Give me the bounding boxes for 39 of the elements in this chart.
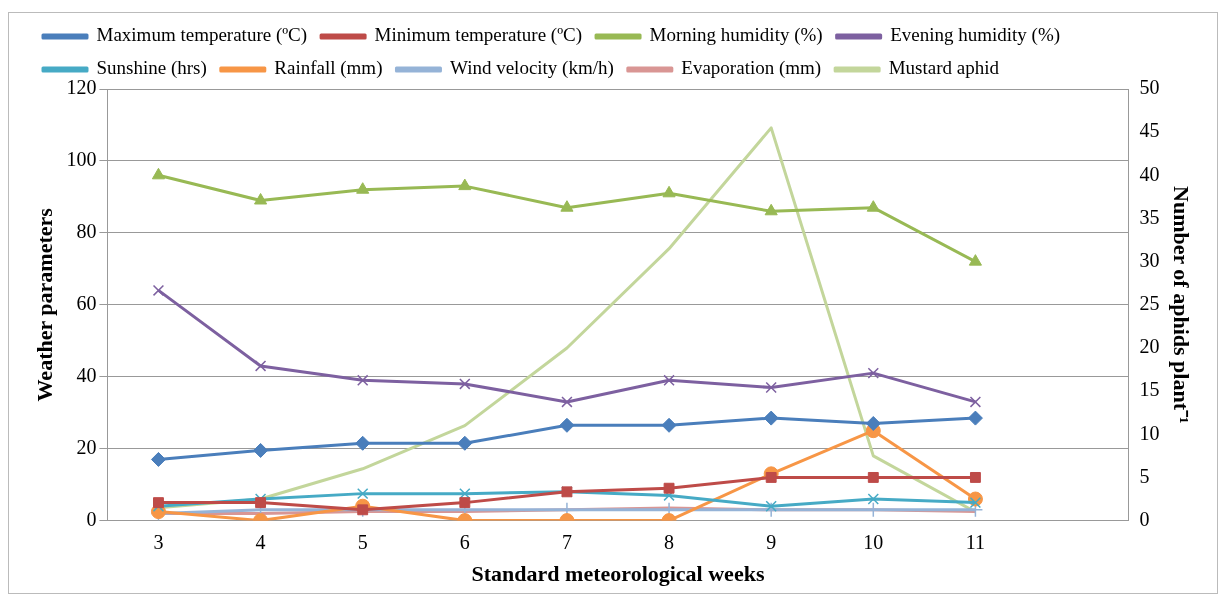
y-tick-label: 100 [66,148,97,171]
y2-tick-label: 40 [1139,162,1160,185]
y2-tick-label: 20 [1139,335,1160,358]
x-axis-title: Standard meteorological weeks [471,561,765,587]
y2-tick-label: 10 [1139,421,1160,444]
y2-tick-label: 0 [1139,507,1150,530]
y-axis-title: Weather parameters [31,207,57,402]
x-tick-label: 5 [357,530,368,553]
legend-label: Maximum temperature (ºC) [96,24,308,47]
legend-label: Wind velocity (km/h) [449,57,614,80]
y-tick-label: 80 [76,220,97,243]
legend-label: Evaporation (mm) [681,57,822,80]
y2-tick-label: 30 [1139,248,1160,271]
y2-tick-label: 5 [1139,464,1150,487]
x-tick-label: 10 [863,530,884,553]
x-tick-label: 9 [766,530,777,553]
y-tick-label: 0 [86,507,97,530]
y-tick-label: 40 [76,363,97,386]
x-tick-label: 3 [153,530,164,553]
y-tick-label: 120 [66,76,97,99]
x-tick-label: 8 [664,530,675,553]
x-tick-label: 6 [459,530,470,553]
legend-label: Rainfall (mm) [274,57,383,80]
legend-label: Morning humidity (%) [649,24,823,47]
legend-label: Evening humidity (%) [890,24,1061,47]
y-tick-label: 20 [76,435,97,458]
y2-tick-label: 15 [1139,378,1160,401]
legend-label: Sunshine (hrs) [96,57,207,80]
y2-tick-label: 35 [1139,205,1160,228]
y2-tick-label: 50 [1139,76,1160,99]
x-tick-label: 7 [561,530,572,553]
x-tick-label: 4 [255,530,266,553]
y2-axis-title: Number of aphids plant⁻¹ [1169,186,1195,424]
y2-tick-label: 25 [1139,292,1160,315]
y-tick-label: 60 [76,292,97,315]
x-tick-label: 11 [965,530,986,553]
y2-tick-label: 45 [1139,119,1160,142]
legend-label: Minimum temperature (ºC) [374,24,583,47]
legend-label: Mustard aphid [888,57,1000,79]
